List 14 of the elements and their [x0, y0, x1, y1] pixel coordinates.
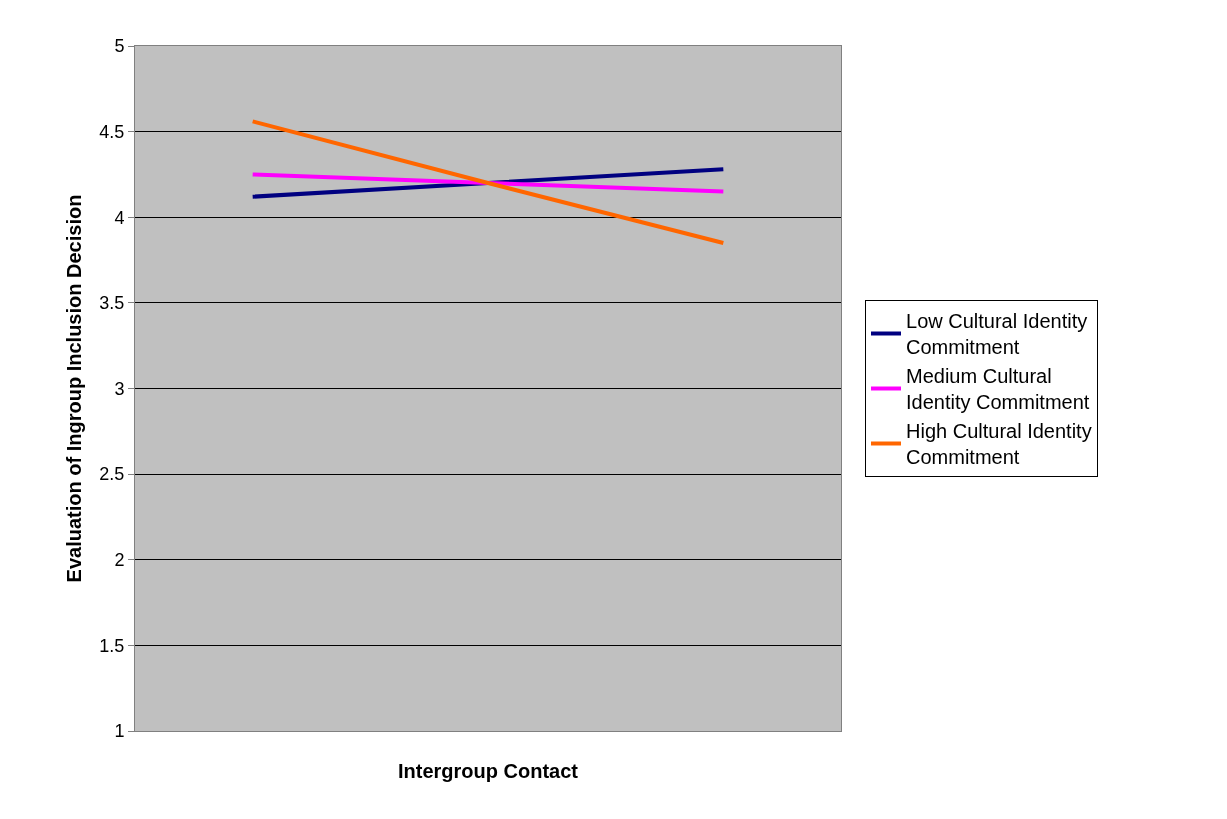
legend-label: Low Cultural Identity Commitment [906, 310, 1088, 359]
y-tick-label: 4 [114, 207, 125, 228]
y-axis-title: Evaluation of Ingroup Inclusion Decision [62, 194, 85, 583]
y-tick-label: 2.5 [99, 464, 125, 485]
y-tick-label: 5 [114, 36, 125, 57]
y-tick-label: 2 [114, 550, 125, 571]
y-tick-label: 3.5 [99, 293, 125, 314]
x-axis-title: Intergroup Contact [398, 759, 579, 782]
y-tick-label: 4.5 [99, 121, 125, 142]
legend-label: High Cultural Identity Commitment [906, 420, 1092, 469]
y-tick-label: 1.5 [99, 635, 125, 656]
legend-label: Medium Cultural Identity Commitment [906, 365, 1090, 414]
y-tick-label: 1 [114, 721, 125, 742]
y-tick-label: 3 [114, 378, 125, 399]
